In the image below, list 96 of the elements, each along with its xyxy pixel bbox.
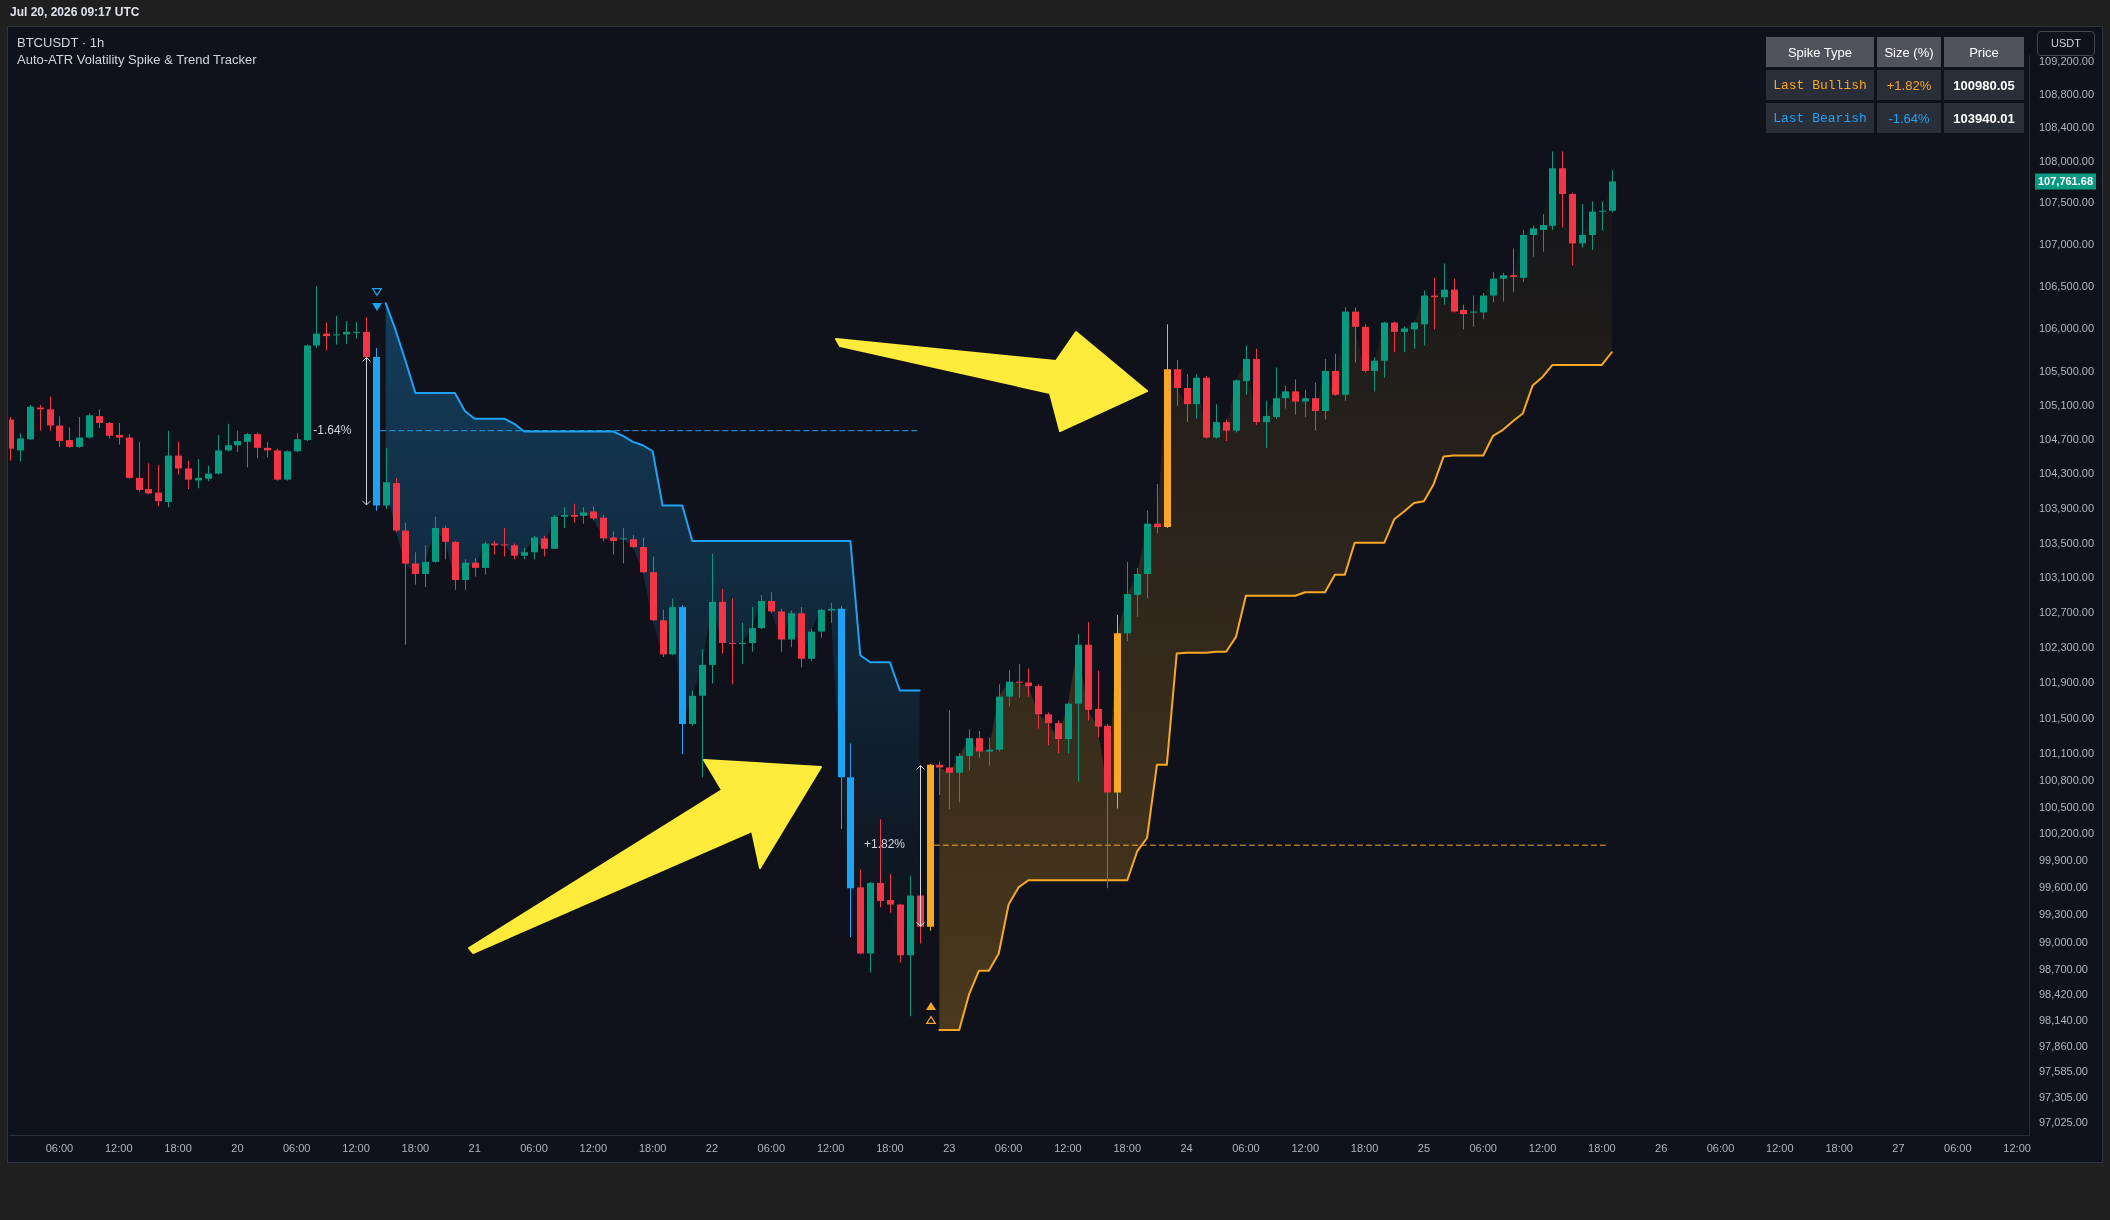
- y-tick-label: 106,500.00: [2039, 280, 2095, 293]
- x-tick-label: 18:00: [1113, 1141, 1142, 1154]
- x-tick-label: 27: [1892, 1141, 1905, 1154]
- y-tick-label: 107,000.00: [2039, 238, 2095, 251]
- y-tick-label: 105,100.00: [2039, 398, 2095, 411]
- x-tick-label: 12:00: [816, 1141, 845, 1154]
- x-tick-label: 06:00: [1944, 1141, 1972, 1154]
- candlestick: [828, 602, 835, 623]
- candlestick: [333, 315, 340, 345]
- annotation: Last Bearish: [1766, 103, 1874, 133]
- y-tick-label: 98,420.00: [2039, 988, 2088, 1001]
- y-tick-label: 104,700.00: [2039, 433, 2095, 446]
- y-tick-label: 97,585.00: [2039, 1064, 2088, 1077]
- chart-title: BTCUSDT · 1h: [17, 35, 105, 50]
- x-tick-label: 12:00: [1291, 1141, 1320, 1154]
- x-tick-label: 18:00: [1350, 1141, 1379, 1154]
- y-tick-label: 107,500.00: [2039, 196, 2095, 209]
- x-tick-label: 06:00: [45, 1141, 74, 1154]
- annotation: +1.82%: [1877, 70, 1941, 100]
- candlestick: [620, 527, 627, 564]
- annotation: -1.64%: [1877, 103, 1941, 133]
- text: Jul 20, 2026 09:17 UTC: [10, 5, 140, 19]
- candlestick: [1016, 664, 1023, 698]
- y-tick-label: 97,025.00: [2039, 1116, 2088, 1129]
- y-tick-label: 98,700.00: [2039, 962, 2088, 975]
- y-tick-label: 102,700.00: [2039, 606, 2095, 619]
- annotation: Price: [1944, 37, 2024, 67]
- x-tick-label: 26: [1655, 1141, 1668, 1154]
- annotation: Spike Type: [1766, 37, 1874, 67]
- x-tick-label: 12:00: [342, 1141, 370, 1154]
- x-tick-label: 18:00: [1588, 1141, 1616, 1154]
- y-tick-label: 101,900.00: [2039, 676, 2095, 689]
- y-tick-label: 101,500.00: [2039, 711, 2095, 724]
- x-tick-label: 18:00: [638, 1141, 667, 1154]
- x-tick-label: 06:00: [1706, 1141, 1735, 1154]
- x-tick-label: 06:00: [757, 1141, 786, 1154]
- x-tick-label: 06:00: [1469, 1141, 1497, 1154]
- y-tick-label: 108,400.00: [2039, 121, 2095, 134]
- x-tick-label: 23: [943, 1141, 956, 1154]
- y-tick-label: 104,300.00: [2039, 467, 2095, 480]
- y-tick-label: 101,100.00: [2039, 747, 2095, 760]
- y-tick-label: 100,800.00: [2039, 773, 2095, 786]
- x-tick-label: 20: [231, 1141, 244, 1154]
- chart-subtitle: Auto-ATR Volatility Spike & Trend Tracker: [17, 52, 257, 67]
- y-tick-label: 105,500.00: [2039, 364, 2095, 377]
- candlestick: [1470, 295, 1477, 327]
- candlestick: [501, 527, 508, 557]
- annotation: 103940.01: [1944, 103, 2024, 133]
- x-tick-label: 06:00: [1232, 1141, 1260, 1154]
- y-tick-label: 97,305.00: [2039, 1090, 2088, 1103]
- candlestick: [1599, 201, 1606, 231]
- x-tick-label: 12:00: [1528, 1141, 1557, 1154]
- y-tick-label: 108,800.00: [2039, 88, 2095, 101]
- x-tick-label: 18:00: [876, 1141, 904, 1154]
- y-tick-label: 99,600.00: [2039, 881, 2088, 894]
- x-tick-label: 12:00: [2003, 1141, 2031, 1154]
- y-tick-label: 106,000.00: [2039, 322, 2095, 335]
- x-tick-label: 06:00: [994, 1141, 1023, 1154]
- candlestick: [739, 622, 746, 665]
- x-tick-label: 18:00: [401, 1141, 430, 1154]
- annotation: Last Bullish: [1766, 70, 1874, 100]
- x-tick-label: 12:00: [104, 1141, 133, 1154]
- x-tick-label: 12:00: [1054, 1141, 1082, 1154]
- y-tick-label: 99,000.00: [2039, 935, 2088, 948]
- candlestick: [1510, 248, 1517, 293]
- y-tick-label: 100,500.00: [2039, 800, 2095, 813]
- y-tick-label: 103,100.00: [2039, 571, 2095, 584]
- text: 107,761.68: [2037, 174, 2094, 187]
- candlestick: [946, 709, 953, 810]
- y-tick-label: 102,300.00: [2039, 641, 2095, 654]
- y-tick-label: 103,900.00: [2039, 501, 2095, 514]
- x-tick-label: 18:00: [1825, 1141, 1853, 1154]
- y-axis-title: USDT: [2037, 31, 2095, 56]
- annotation: -1.64%: [313, 423, 352, 437]
- candlestick: [729, 598, 736, 685]
- y-tick-label: 103,500.00: [2039, 536, 2095, 549]
- y-tick-label: 97,860.00: [2039, 1039, 2088, 1052]
- x-tick-label: 18:00: [164, 1141, 192, 1154]
- y-tick-label: 98,140.00: [2039, 1013, 2088, 1026]
- x-tick-label: 21: [468, 1141, 481, 1154]
- annotation: Size (%): [1877, 37, 1941, 67]
- y-tick-label: 100,200.00: [2039, 827, 2095, 840]
- x-tick-label: 12:00: [579, 1141, 608, 1154]
- x-tick-label: 24: [1180, 1141, 1193, 1154]
- y-tick-label: 99,900.00: [2039, 854, 2088, 867]
- x-tick-label: 22: [705, 1141, 719, 1154]
- x-tick-label: 12:00: [1766, 1141, 1794, 1154]
- y-tick-label: 99,300.00: [2039, 908, 2088, 921]
- x-tick-label: 25: [1417, 1141, 1431, 1154]
- candlestick: [561, 507, 568, 528]
- y-tick-label: 109,200.00: [2039, 55, 2095, 68]
- x-tick-label: 06:00: [520, 1141, 548, 1154]
- y-tick-label: 108,000.00: [2039, 154, 2095, 167]
- x-tick-label: 06:00: [282, 1141, 311, 1154]
- candlestick: [353, 321, 360, 339]
- annotation: 100980.05: [1944, 70, 2024, 100]
